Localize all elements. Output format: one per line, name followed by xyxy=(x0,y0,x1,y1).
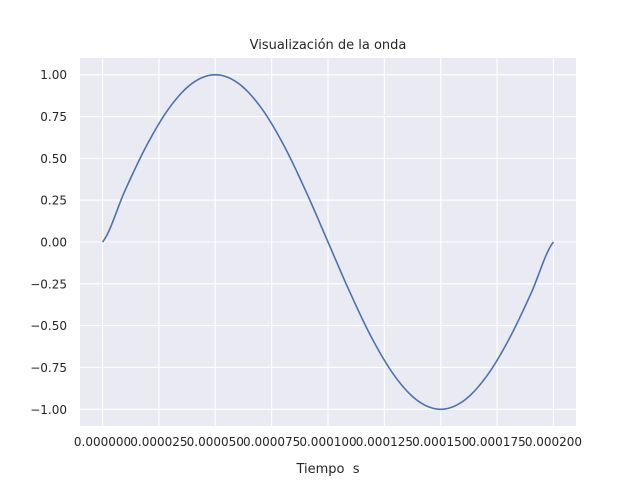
x-axis-label: Tiempo s xyxy=(295,462,359,477)
x-tick-label: 0.000075 xyxy=(243,435,300,449)
chart-title: Visualización de la onda xyxy=(250,38,407,53)
x-tick-label: 0.000025 xyxy=(130,435,187,449)
y-tick-label: 0.00 xyxy=(40,236,67,250)
y-tick-label: 0.75 xyxy=(40,110,67,124)
y-tick-label: −0.50 xyxy=(30,319,67,333)
x-tick-label: 0.000125 xyxy=(356,435,413,449)
x-tick-label: 0.000000 xyxy=(74,435,131,449)
tick-labels: 0.000000 0.000025 0.000050 0.000075 0.000100… xyxy=(30,68,582,449)
x-tick-label: 0.000050 xyxy=(187,435,244,449)
y-tick-label: 0.50 xyxy=(40,152,67,166)
y-tick-label: −0.25 xyxy=(30,277,67,291)
x-tick-label: 0.000175 xyxy=(468,435,525,449)
x-tick-label: 0.000200 xyxy=(525,435,582,449)
y-tick-label: 1.00 xyxy=(40,68,67,82)
series-layer xyxy=(101,73,555,411)
x-tick-label: 0.000100 xyxy=(299,435,356,449)
y-tick-label: −1.00 xyxy=(30,403,67,417)
y-tick-label: −0.75 xyxy=(30,361,67,375)
series-line xyxy=(101,73,555,411)
y-tick-label: 0.25 xyxy=(40,194,67,208)
x-tick-label: 0.000150 xyxy=(412,435,469,449)
